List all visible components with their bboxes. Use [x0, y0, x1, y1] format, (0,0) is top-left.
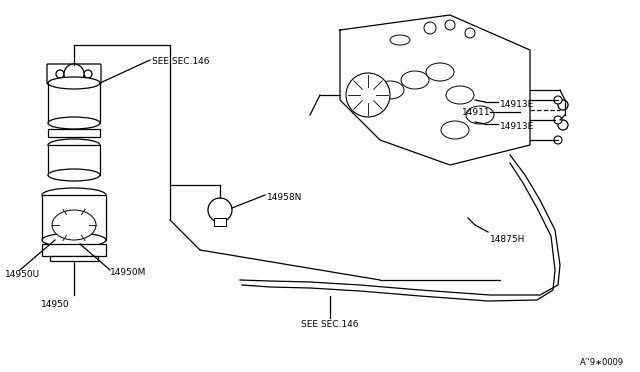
Circle shape [84, 70, 92, 78]
Circle shape [465, 28, 475, 38]
Circle shape [71, 70, 79, 78]
Circle shape [554, 96, 562, 104]
Text: 14913E: 14913E [500, 100, 534, 109]
Ellipse shape [426, 63, 454, 81]
Circle shape [208, 198, 232, 222]
Bar [42, 244, 106, 256]
Ellipse shape [390, 35, 410, 45]
Ellipse shape [446, 86, 474, 104]
FancyBboxPatch shape [47, 64, 101, 84]
Circle shape [558, 100, 568, 110]
Text: 14950U: 14950U [5, 270, 40, 279]
Circle shape [558, 120, 568, 130]
Ellipse shape [441, 121, 469, 139]
Circle shape [554, 136, 562, 144]
Circle shape [445, 20, 455, 30]
Bar [42, 195, 106, 240]
Ellipse shape [466, 106, 494, 124]
Ellipse shape [48, 117, 100, 129]
Text: 14958N: 14958N [267, 193, 302, 202]
Text: SEE SEC.146: SEE SEC.146 [301, 320, 359, 329]
Ellipse shape [401, 71, 429, 89]
Ellipse shape [376, 81, 404, 99]
Circle shape [424, 22, 436, 34]
Ellipse shape [48, 169, 100, 181]
Text: 14911: 14911 [462, 108, 491, 117]
Ellipse shape [52, 210, 96, 240]
Circle shape [346, 73, 390, 117]
Text: SEE SEC.146: SEE SEC.146 [152, 57, 209, 66]
Bar [50, 256, 98, 261]
Text: 14950M: 14950M [110, 268, 147, 277]
Ellipse shape [42, 188, 106, 202]
Ellipse shape [42, 233, 106, 247]
Bar [48, 129, 100, 137]
Bar [214, 218, 226, 226]
Bar [48, 145, 100, 175]
Ellipse shape [48, 77, 100, 89]
Text: 14950: 14950 [41, 300, 69, 309]
Bar [48, 83, 100, 123]
Text: 14875H: 14875H [490, 235, 525, 244]
Circle shape [56, 70, 64, 78]
Ellipse shape [48, 139, 100, 151]
Text: A’‘9∗0009: A’‘9∗0009 [580, 358, 624, 367]
Circle shape [64, 64, 84, 84]
Circle shape [554, 116, 562, 124]
Text: 14913E: 14913E [500, 122, 534, 131]
